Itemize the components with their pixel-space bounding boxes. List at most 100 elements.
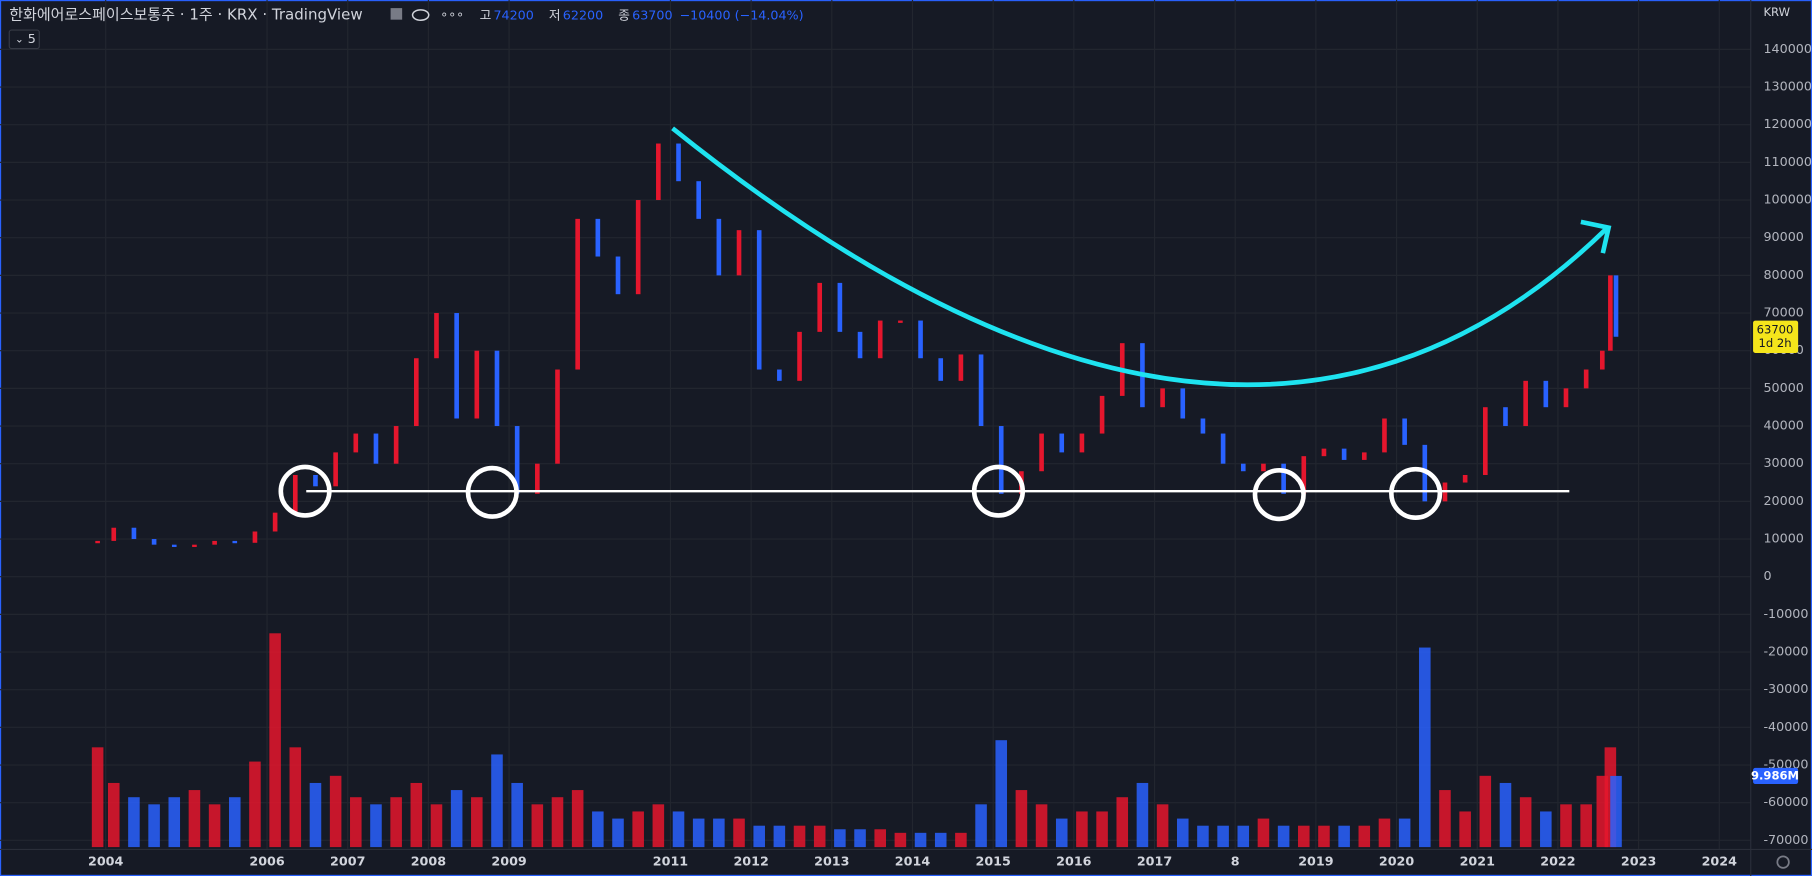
volume-bar [874,829,886,848]
grid [0,0,1751,850]
x-tick-label: 2013 [814,854,849,869]
price-bar [494,350,500,427]
price-bar [1462,474,1468,483]
volume-bar [1277,825,1290,848]
indicator-toggle[interactable] [8,29,40,50]
volume-bar [1257,818,1270,848]
volume-bar [1076,811,1088,848]
volume-bar [329,775,342,848]
y-tick-label: 90000 [1763,229,1803,244]
volume-bar [894,832,907,848]
x-tick-label: 2009 [491,854,527,869]
circle-marker [278,464,332,518]
y-tick-label: 10000 [1763,531,1803,546]
price-bar [192,544,197,547]
currency[interactable]: KRW [1763,5,1790,19]
price-bar [1503,407,1508,427]
price-bar [918,320,923,359]
price-bar [1608,275,1613,351]
volume-bar [1176,818,1189,848]
x-tick-label: 2004 [88,854,124,869]
x-tick-label: 2008 [411,854,447,869]
volume-bar [934,832,947,848]
volume-bar [1499,782,1512,848]
more-icon[interactable]: ∘∘∘ [440,7,464,22]
x-tick-label: 2020 [1379,854,1415,869]
price-bar [877,320,883,359]
eye-icon[interactable] [411,9,430,21]
circle-marker [1389,466,1443,521]
volume-bar [491,754,503,848]
x-tick-label: 2022 [1540,854,1575,869]
volume-bar [612,818,624,848]
volume-bar [1197,825,1209,848]
volume-bar [1318,825,1330,848]
price-bar [1220,433,1226,464]
circle-marker [1252,468,1306,522]
volume-bar [1217,825,1229,848]
volume-bar [309,782,322,848]
volume-bar [995,740,1008,848]
price-bar [978,354,984,427]
volume-bar [410,782,423,848]
price-bar [857,331,863,359]
price-bar [898,320,903,323]
volume-layer [91,633,1622,848]
price-bar [171,544,177,547]
price-bar [555,369,560,464]
flag-icon[interactable] [390,8,403,20]
price-bar [777,369,782,381]
volume-bar [592,811,604,848]
price-bar [1039,433,1044,472]
volume-bar [128,797,140,848]
price-bar [151,539,157,545]
price-bar [837,282,843,332]
price-bar [1563,388,1569,408]
price-bar [1543,380,1549,408]
y-tick-label: 70000 [1763,305,1803,320]
price-bar [1321,448,1327,457]
price-bar [1180,388,1186,419]
volume-bar [1338,825,1350,848]
circle-marker [465,465,519,519]
price-bar [1523,380,1528,427]
volume-bar [1439,790,1451,848]
price-bar [313,474,318,487]
volume-bar [1298,825,1310,848]
y-tick-label: 0 [1763,568,1771,583]
price-bar [575,218,580,370]
price-bar [333,452,338,487]
price-bar [635,200,641,295]
volume-bar [1479,775,1492,848]
x-tick-label: 2021 [1460,854,1495,869]
x-tick-label: 2011 [653,854,688,869]
volume-bar [350,797,362,848]
settings-icon[interactable] [1776,855,1790,869]
price-bar [474,350,480,419]
last-price: 63700 [1757,322,1794,336]
volume-bar [551,797,564,848]
price-bar [413,358,419,427]
volume-bar [975,804,987,848]
volume-bar [753,825,765,848]
price-bar [535,463,540,494]
price-bar [1200,418,1206,434]
y-tick-label: -30000 [1763,681,1808,696]
volume-bar [249,761,261,848]
volume-bar [1237,825,1250,848]
price-bar [292,474,298,513]
volume-bar [370,804,382,848]
y-tick-label: 130000 [1763,79,1812,94]
volume-bar [733,818,745,848]
y-tick-label: 40000 [1763,418,1803,433]
volume-bar [1096,811,1108,848]
volume-bar [834,829,846,848]
price-bar [1402,418,1407,445]
x-tick-label: 2019 [1298,854,1334,869]
volume-bar [955,832,967,848]
volume-bar [471,797,483,848]
price-bar [1281,463,1286,494]
price-bar [393,426,399,464]
volume-bar [1580,804,1592,848]
price-bar [353,433,359,453]
